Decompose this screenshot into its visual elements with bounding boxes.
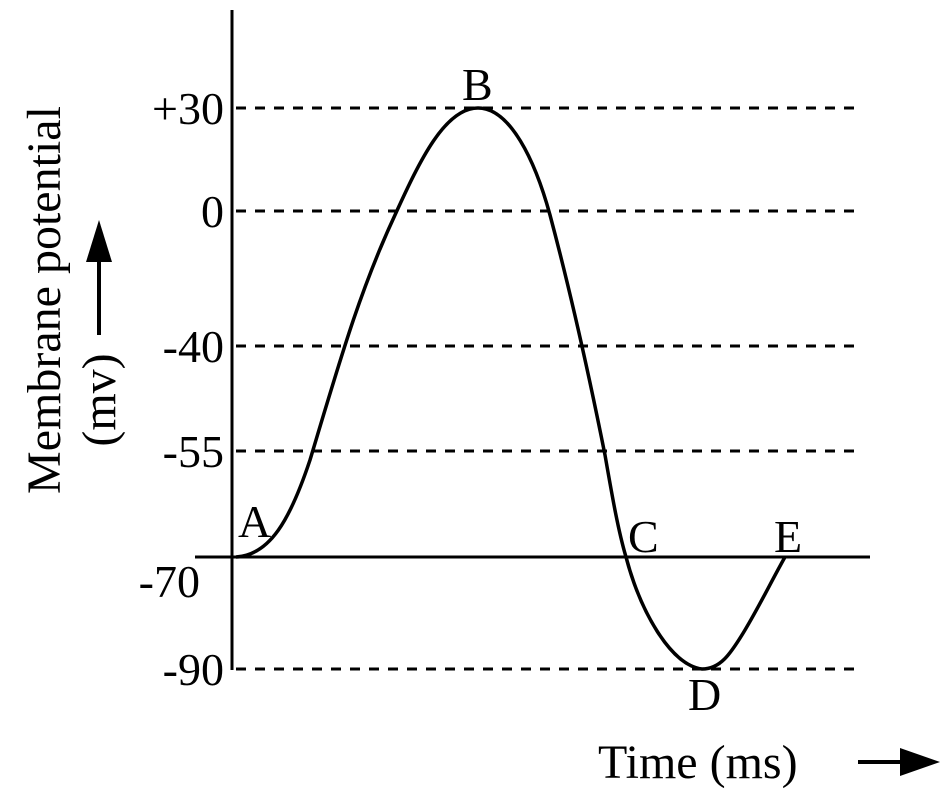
point-label-d: D [688,669,721,720]
y-tick-label: -90 [163,644,224,695]
point-label-b: B [462,59,493,110]
y-tick-label: -55 [163,426,224,477]
x-axis-arrow [858,748,940,776]
point-label-c: C [628,511,659,562]
y-tick-label: +30 [152,83,224,134]
y-tick-label: -40 [163,321,224,372]
point-label-e: E [774,511,802,562]
y-axis-label-line2: (mv) [73,353,126,446]
x-axis-label: Time (ms) [598,736,798,789]
membrane-potential-curve [235,106,787,671]
y-tick-label: -70 [139,556,200,607]
y-axis-arrow [86,220,112,335]
y-tick-label: 0 [201,186,224,237]
point-label-a: A [238,496,271,547]
y-axis-label-line1: Membrane potential [18,106,71,494]
